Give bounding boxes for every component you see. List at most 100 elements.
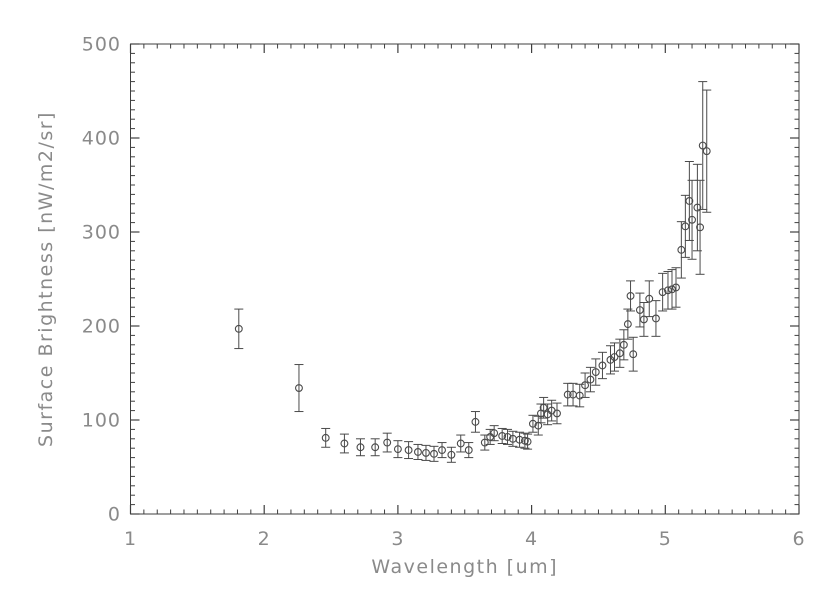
data-point bbox=[294, 364, 304, 413]
data-point bbox=[355, 438, 365, 457]
data-point-marker bbox=[563, 390, 572, 399]
data-point bbox=[580, 372, 590, 398]
data-point bbox=[421, 444, 431, 461]
data-point bbox=[413, 443, 423, 460]
data-point-marker bbox=[696, 223, 705, 232]
data-point-marker bbox=[498, 432, 507, 440]
data-point bbox=[497, 427, 507, 444]
data-point-marker bbox=[677, 245, 686, 254]
data-point bbox=[404, 441, 414, 460]
data-point-marker bbox=[234, 324, 243, 333]
data-point-marker bbox=[575, 391, 584, 400]
data-point bbox=[382, 432, 392, 453]
data-point-marker bbox=[414, 448, 422, 456]
data-point bbox=[339, 433, 349, 454]
x-tick-label: 3 bbox=[391, 528, 404, 550]
data-point bbox=[698, 81, 708, 210]
data-point bbox=[456, 434, 466, 453]
y-axis-label: Surface Brightness [nW/m2/sr] bbox=[35, 111, 57, 447]
data-point bbox=[663, 270, 673, 310]
data-point bbox=[687, 179, 697, 260]
y-tick-label: 100 bbox=[82, 410, 121, 432]
data-point bbox=[623, 308, 633, 340]
data-point-marker bbox=[702, 147, 711, 156]
data-point bbox=[702, 89, 712, 213]
data-point bbox=[437, 442, 447, 459]
data-point bbox=[321, 427, 331, 448]
data-point-marker bbox=[658, 288, 667, 297]
data-point-marker bbox=[664, 286, 672, 295]
data-point bbox=[446, 446, 456, 463]
data-point-marker bbox=[456, 439, 465, 448]
data-point bbox=[480, 434, 490, 451]
data-point-marker bbox=[404, 446, 413, 455]
data-point-marker bbox=[651, 314, 660, 323]
data-point-marker bbox=[515, 435, 524, 444]
data-point-marker bbox=[553, 409, 561, 418]
data-point-marker bbox=[619, 340, 628, 349]
data-point bbox=[515, 431, 525, 448]
data-point-marker bbox=[629, 350, 638, 359]
data-point bbox=[619, 329, 629, 361]
data-point bbox=[667, 269, 677, 310]
data-point-marker bbox=[295, 384, 303, 392]
data-point-marker bbox=[383, 438, 392, 447]
plot-frame bbox=[130, 43, 800, 515]
data-point-marker bbox=[693, 203, 702, 212]
data-point bbox=[635, 292, 645, 328]
data-point-marker bbox=[422, 448, 430, 457]
data-point-marker bbox=[393, 445, 402, 454]
data-point-marker bbox=[639, 315, 648, 324]
x-tick-label: 1 bbox=[124, 528, 137, 550]
data-point-marker bbox=[447, 450, 456, 459]
data-point bbox=[585, 366, 595, 393]
data-point bbox=[234, 308, 244, 350]
data-point-marker bbox=[635, 306, 644, 314]
data-point-marker bbox=[340, 439, 349, 448]
data-point-marker bbox=[668, 285, 676, 294]
data-point-marker bbox=[581, 381, 590, 390]
data-point bbox=[644, 280, 654, 318]
data-point-marker bbox=[615, 349, 624, 358]
data-point-marker bbox=[438, 446, 446, 455]
data-point bbox=[658, 272, 668, 312]
data-point bbox=[615, 338, 625, 368]
x-tick-label: 2 bbox=[258, 528, 271, 550]
data-point-marker bbox=[534, 421, 543, 430]
y-tick-label: 0 bbox=[108, 504, 121, 526]
data-point-marker bbox=[503, 432, 512, 441]
data-point-marker bbox=[356, 443, 365, 452]
data-point bbox=[676, 221, 686, 279]
data-point-marker bbox=[610, 353, 619, 361]
data-point-marker bbox=[591, 368, 600, 377]
data-point bbox=[639, 302, 649, 337]
data-point bbox=[628, 336, 638, 372]
data-point-marker bbox=[480, 438, 489, 447]
data-point-marker bbox=[685, 197, 694, 205]
x-axis-label: Wavelength [um] bbox=[371, 556, 558, 578]
data-point-marker bbox=[626, 291, 635, 300]
data-point bbox=[528, 414, 538, 433]
data-point bbox=[523, 433, 533, 450]
x-tick-label: 4 bbox=[525, 528, 538, 550]
data-point-marker bbox=[698, 141, 707, 150]
data-point-marker bbox=[490, 429, 499, 438]
data-point bbox=[684, 161, 694, 241]
data-point-marker bbox=[598, 361, 607, 370]
data-point bbox=[508, 430, 518, 447]
data-point bbox=[680, 194, 690, 258]
data-point bbox=[470, 411, 480, 433]
data-point bbox=[626, 280, 636, 312]
data-point bbox=[591, 358, 601, 386]
data-point bbox=[597, 351, 607, 380]
data-point-marker bbox=[528, 419, 537, 428]
y-tick-label: 300 bbox=[82, 222, 121, 244]
data-point-marker bbox=[681, 222, 690, 231]
data-point-marker bbox=[464, 446, 473, 455]
data-point bbox=[429, 445, 439, 462]
data-point-marker bbox=[623, 320, 632, 329]
data-point bbox=[552, 402, 562, 425]
data-point bbox=[370, 438, 380, 457]
